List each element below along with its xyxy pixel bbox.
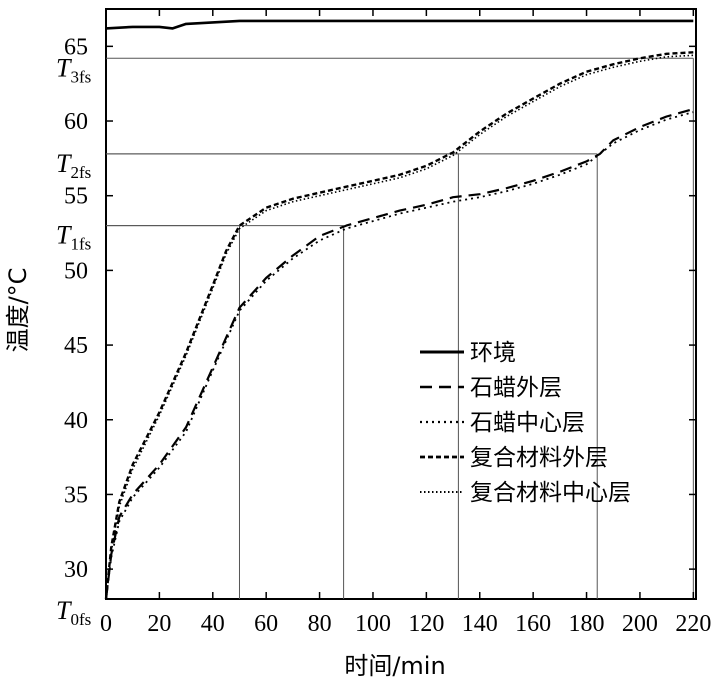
y-axis-title: 温度/°C bbox=[4, 268, 32, 353]
threshold-label-2fs: T2fs bbox=[56, 149, 91, 182]
x-tick-label: 20 bbox=[147, 611, 171, 637]
y-tick-label: 40 bbox=[64, 408, 88, 434]
threshold-subscript: 0fs bbox=[70, 610, 91, 629]
x-tick-label: 160 bbox=[515, 611, 551, 637]
x-tick-label: 40 bbox=[201, 611, 225, 637]
x-tick-label: 180 bbox=[569, 611, 605, 637]
threshold-subscript: 1fs bbox=[70, 235, 91, 254]
threshold-subscript: 2fs bbox=[70, 163, 91, 182]
y-tick-label: 30 bbox=[64, 557, 88, 583]
threshold-label-0fs: T0fs bbox=[56, 596, 91, 629]
y-tick-label: 55 bbox=[64, 184, 88, 210]
plot-frame bbox=[105, 8, 697, 600]
series-line-3 bbox=[104, 51, 694, 600]
series-line-0 bbox=[105, 19, 694, 30]
y-tick-label: 60 bbox=[64, 109, 88, 135]
guide-lines bbox=[106, 57, 694, 599]
x-tick-label: 80 bbox=[308, 611, 332, 637]
series-line-1 bbox=[104, 108, 694, 600]
threshold-label-1fs: T1fs bbox=[56, 221, 91, 254]
legend-label-4: 复合材料中心层 bbox=[470, 480, 631, 506]
x-tick-label: 220 bbox=[675, 611, 711, 637]
x-axis-ticks: 0 20 40 60 80 100 120 140 160 180 200 220 bbox=[100, 9, 711, 637]
y-axis-ticks: 30 35 40 45 50 55 60 65 bbox=[64, 34, 696, 583]
x-tick-label: 120 bbox=[408, 611, 444, 637]
y-tick-label: 50 bbox=[64, 258, 88, 284]
legend-label-1: 石蜡外层 bbox=[470, 375, 562, 401]
y-tick-label: 35 bbox=[64, 482, 88, 508]
x-tick-label: 200 bbox=[622, 611, 658, 637]
legend-label-0: 环境 bbox=[470, 340, 516, 366]
x-tick-label: 0 bbox=[100, 611, 112, 637]
x-tick-label: 100 bbox=[355, 611, 391, 637]
x-tick-label: 60 bbox=[254, 611, 278, 637]
series-line-4 bbox=[105, 54, 694, 600]
x-tick-label: 140 bbox=[462, 611, 498, 637]
legend-label-3: 复合材料外层 bbox=[470, 445, 608, 471]
x-axis-title: 时间/min bbox=[344, 652, 445, 680]
y-tick-label: 65 bbox=[64, 34, 88, 60]
legend-label-2: 石蜡中心层 bbox=[470, 410, 585, 436]
series-line-2 bbox=[105, 111, 694, 600]
y-tick-label: 45 bbox=[64, 333, 88, 359]
threshold-subscript: 3fs bbox=[70, 67, 91, 86]
series-layer bbox=[104, 19, 694, 600]
